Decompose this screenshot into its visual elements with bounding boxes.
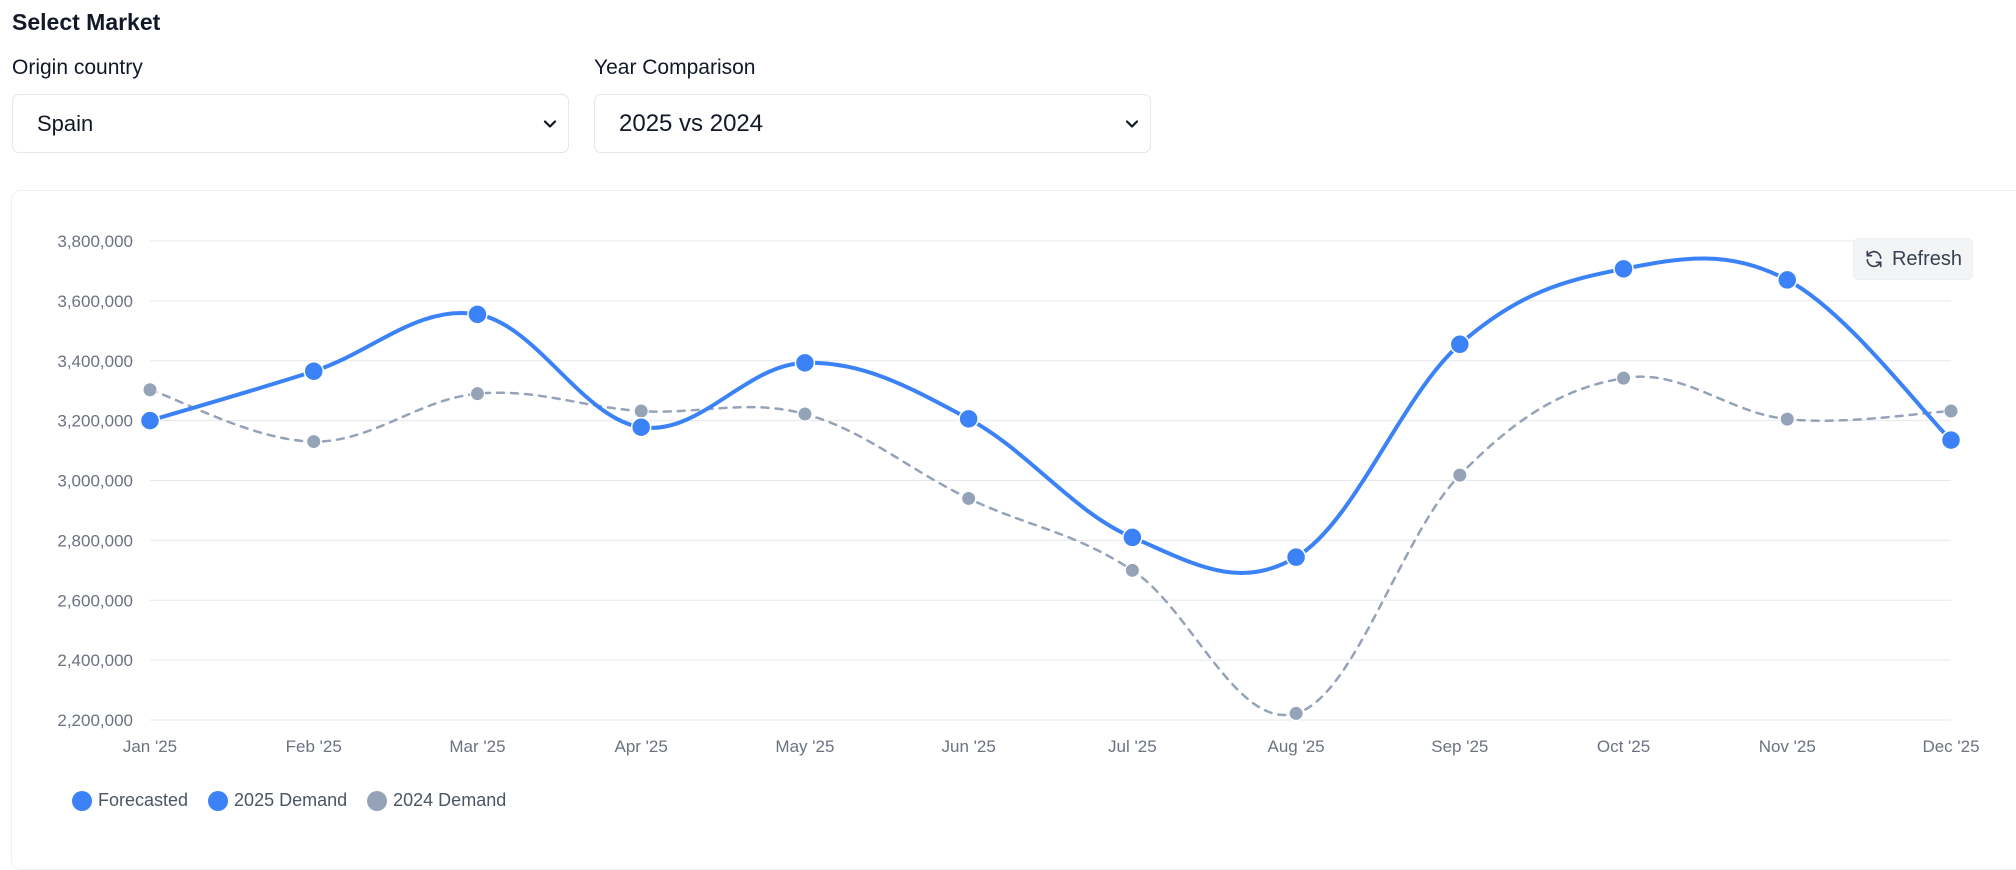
data-point-2024-demand[interactable] xyxy=(1452,467,1468,483)
legend-swatch xyxy=(208,790,229,811)
x-tick-label: May '25 xyxy=(775,737,834,756)
data-point-2025-demand[interactable] xyxy=(467,304,488,325)
data-point-2024-demand[interactable] xyxy=(469,386,485,402)
chevron-down-icon xyxy=(543,119,557,128)
legend-label: 2025 Demand xyxy=(234,790,348,810)
data-point-2025-demand[interactable] xyxy=(1285,546,1307,568)
y-tick-label: 2,200,000 xyxy=(57,711,133,730)
data-point-2025-demand[interactable] xyxy=(794,352,816,374)
y-tick-label: 3,200,000 xyxy=(57,412,133,431)
year-comparison-label: Year Comparison xyxy=(594,56,756,79)
data-point-2024-demand[interactable] xyxy=(1616,370,1632,386)
data-point-2024-demand[interactable] xyxy=(633,403,649,419)
x-tick-label: Jan '25 xyxy=(123,737,177,756)
chart-card xyxy=(11,190,2016,870)
data-point-2024-demand[interactable] xyxy=(961,490,977,506)
chart-legend: Forecasted 2025 Demand 2024 Demand xyxy=(72,790,506,811)
y-tick-label: 2,400,000 xyxy=(57,651,133,670)
x-tick-label: Sep '25 xyxy=(1431,737,1488,756)
x-tick-label: Oct '25 xyxy=(1597,737,1650,756)
refresh-button[interactable]: Refresh xyxy=(1853,238,1973,280)
data-point-2024-demand[interactable] xyxy=(1943,403,1959,419)
y-tick-label: 3,800,000 xyxy=(57,232,133,251)
data-point-2025-demand[interactable] xyxy=(1613,258,1634,280)
y-tick-label: 2,800,000 xyxy=(57,531,133,550)
data-point-2025-demand[interactable] xyxy=(139,410,161,431)
origin-country-select[interactable]: Spain xyxy=(12,94,569,153)
legend-item-2025-demand[interactable]: 2025 Demand xyxy=(208,790,347,811)
chevron-down-icon xyxy=(1125,119,1139,128)
legend-label: 2024 Demand xyxy=(393,790,507,810)
data-point-2025-demand[interactable] xyxy=(1940,429,1962,451)
refresh-label: Refresh xyxy=(1891,247,1963,270)
origin-country-value: Spain xyxy=(37,110,94,136)
legend-label: Forecasted xyxy=(98,790,189,810)
demand-line-chart: 2,200,000 2,400,000 2,600,000 2,800,000 3,00… xyxy=(57,232,1979,756)
legend-item-forecasted[interactable]: Forecasted xyxy=(72,790,188,811)
data-point-2025-demand[interactable] xyxy=(303,360,324,382)
x-tick-label: Jun '25 xyxy=(941,737,995,756)
data-point-2025-demand[interactable] xyxy=(1777,269,1798,291)
data-point-2025-demand[interactable] xyxy=(630,416,652,438)
year-comparison-select[interactable]: 2025 vs 2024 xyxy=(594,94,1151,153)
data-point-2024-demand[interactable] xyxy=(1288,705,1304,721)
legend-swatch xyxy=(72,790,92,811)
data-point-2024-demand[interactable] xyxy=(142,382,158,398)
x-tick-label: Apr '25 xyxy=(615,737,668,756)
series-line-2025-demand xyxy=(148,256,1953,575)
y-tick-label: 3,000,000 xyxy=(57,472,133,491)
legend-swatch xyxy=(367,790,388,811)
x-tick-label: Nov '25 xyxy=(1759,737,1816,756)
data-point-2025-demand[interactable] xyxy=(958,408,979,430)
data-point-2025-demand[interactable] xyxy=(1122,527,1143,548)
year-comparison-value: 2025 vs 2024 xyxy=(619,109,764,137)
data-point-2024-demand[interactable] xyxy=(797,406,813,422)
x-tick-label: Jul '25 xyxy=(1108,737,1157,756)
origin-label: Origin country xyxy=(12,56,143,79)
x-tick-label: Dec '25 xyxy=(1922,737,1979,756)
data-point-2024-demand[interactable] xyxy=(1779,411,1795,427)
y-tick-label: 3,600,000 xyxy=(57,292,133,311)
y-tick-label: 2,600,000 xyxy=(57,591,133,610)
section-title: Select Market xyxy=(12,9,161,35)
x-tick-label: Mar '25 xyxy=(449,737,505,756)
x-tick-label: Aug '25 xyxy=(1268,737,1325,756)
series-line-2024-demand xyxy=(148,375,1953,717)
x-tick-label: Feb '25 xyxy=(286,737,342,756)
data-point-2025-demand[interactable] xyxy=(1449,334,1471,355)
data-point-2024-demand[interactable] xyxy=(306,434,322,450)
legend-item-2024-demand[interactable]: 2024 Demand xyxy=(367,790,506,811)
data-point-2024-demand[interactable] xyxy=(1124,562,1140,578)
refresh-icon xyxy=(1866,250,1882,268)
y-tick-label: 3,400,000 xyxy=(57,352,133,371)
